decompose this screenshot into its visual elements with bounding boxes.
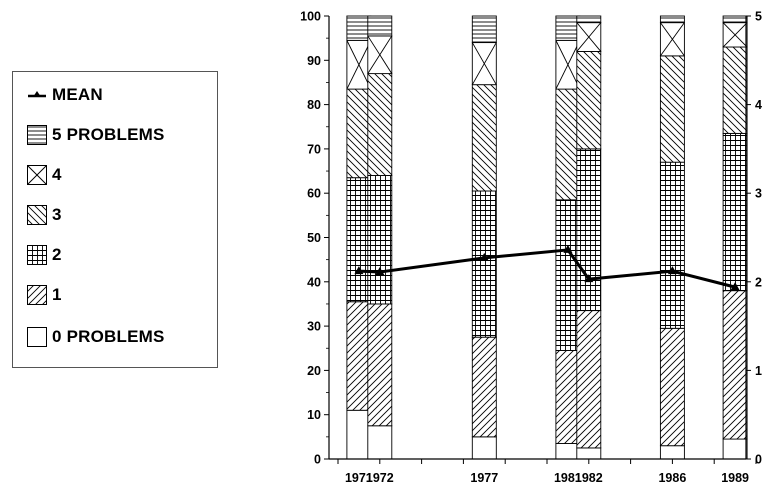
crosshatch-line bbox=[660, 22, 685, 57]
grid-pattern-icon bbox=[27, 245, 47, 265]
bar-segment-1982-1 bbox=[576, 310, 602, 449]
bar-segment-1986-2 bbox=[659, 161, 685, 329]
bar-segment-1977-0-problems bbox=[471, 436, 497, 460]
legend-label-5-problems: 5 PROBLEMS bbox=[52, 125, 165, 144]
bar-segment-1972-5-problems bbox=[367, 15, 393, 37]
y-tick-label-left: 0 bbox=[314, 453, 321, 467]
bar-segment-1986-1 bbox=[659, 327, 685, 447]
bar-segment-1977-1 bbox=[471, 336, 497, 438]
bar-segment-1986-3 bbox=[659, 55, 685, 163]
mean-point-1982 bbox=[584, 274, 594, 283]
y-tick-label-left: 100 bbox=[300, 10, 321, 24]
y-tick-label-right: 4 bbox=[755, 98, 762, 112]
crosshatch-line bbox=[367, 35, 393, 74]
bar-segment-1982-0-problems bbox=[576, 447, 602, 460]
y-tick-label-left: 40 bbox=[307, 275, 321, 289]
legend-item-0-problems: 0 PROBLEMS bbox=[27, 326, 165, 348]
bar-segment-1977-5-problems bbox=[471, 15, 497, 44]
horizontal-lines-pattern-icon bbox=[27, 125, 47, 145]
x-tick-label-1972: 1972 bbox=[366, 471, 394, 485]
y-tick-label-right: 5 bbox=[755, 10, 762, 24]
bar-segment-1981-3 bbox=[555, 88, 581, 201]
legend-label-0-problems: 0 PROBLEMS bbox=[52, 327, 165, 346]
chart-legend: MEAN 5 PROBLEMS 4 3 2 1 bbox=[12, 71, 218, 368]
bar-segment-1986-5-problems bbox=[659, 15, 685, 24]
legend-label-mean: MEAN bbox=[52, 85, 103, 104]
bar-segment-1977-2 bbox=[471, 190, 497, 338]
blank-pattern-icon bbox=[27, 327, 47, 347]
bar-segment-1982-3 bbox=[576, 50, 602, 150]
y-tick-label-left: 20 bbox=[307, 364, 321, 378]
y-tick-label-right: 0 bbox=[755, 453, 762, 467]
crosshatch-line bbox=[722, 22, 748, 48]
legend-label-4: 4 bbox=[52, 165, 62, 184]
bar-segment-1981-1 bbox=[555, 350, 581, 444]
bar-segment-1972-1 bbox=[367, 303, 393, 427]
bar-segment-1981-5-problems bbox=[555, 15, 581, 41]
bar-segment-1971-3 bbox=[346, 88, 372, 179]
bar-segment-1972-3 bbox=[367, 73, 393, 176]
bar-segment-1971-1 bbox=[346, 301, 372, 411]
x-tick-label-1977: 1977 bbox=[470, 471, 498, 485]
bar-segment-1972-2 bbox=[367, 175, 393, 305]
y-tick-label-left: 70 bbox=[307, 142, 321, 156]
legend-label-2: 2 bbox=[52, 245, 62, 264]
bar-segment-1989-5-problems bbox=[722, 15, 748, 24]
diagonal-down-pattern-icon bbox=[27, 205, 47, 225]
y-tick-label-right: 3 bbox=[755, 187, 762, 201]
mean-point-1989 bbox=[730, 282, 740, 291]
bar-segment-1981-2 bbox=[555, 199, 581, 351]
bar-segment-1971-5-problems bbox=[346, 15, 372, 41]
bar-segment-1977-3 bbox=[471, 84, 497, 192]
y-tick-label-right: 1 bbox=[755, 364, 762, 378]
bar-segment-1982-5-problems bbox=[576, 15, 602, 24]
legend-item-3: 3 bbox=[27, 204, 62, 226]
legend-item-4: 4 bbox=[27, 164, 62, 186]
y-tick-label-left: 60 bbox=[307, 187, 321, 201]
mean-series-layer bbox=[354, 244, 740, 291]
crosshatch-line bbox=[346, 40, 372, 90]
mean-point-1981 bbox=[563, 244, 573, 253]
crosshatch-line bbox=[555, 40, 581, 90]
mean-point-1972 bbox=[375, 267, 385, 276]
x-tick-label-1982: 1982 bbox=[575, 471, 603, 485]
bar-segment-1989-0-problems bbox=[722, 438, 748, 460]
x-tick-label-1981: 1981 bbox=[554, 471, 582, 485]
crosshatch-box-pattern-icon bbox=[27, 165, 47, 185]
y-tick-label-left: 30 bbox=[307, 320, 321, 334]
x-tick-label-1989: 1989 bbox=[721, 471, 749, 485]
legend-label-1: 1 bbox=[52, 285, 62, 304]
crosshatch-line bbox=[471, 42, 497, 85]
legend-item-mean: MEAN bbox=[27, 84, 103, 106]
legend-item-5-problems: 5 PROBLEMS bbox=[27, 124, 165, 146]
bar-segment-1981-0-problems bbox=[555, 443, 581, 460]
bar-segment-1982-2 bbox=[576, 148, 602, 312]
diagonal-up-pattern-icon bbox=[27, 285, 47, 305]
bar-segment-1989-3 bbox=[722, 46, 748, 134]
bar-segment-1972-0-problems bbox=[367, 425, 393, 460]
mean-point-1971 bbox=[354, 266, 364, 275]
mean-line-marker-icon bbox=[28, 91, 46, 98]
bars-layer bbox=[346, 15, 748, 460]
bar-segment-1989-2 bbox=[722, 132, 748, 292]
crosshatch-line bbox=[576, 22, 602, 52]
mean-point-1986 bbox=[667, 266, 677, 275]
legend-item-2: 2 bbox=[27, 244, 62, 266]
x-tick-label-1986: 1986 bbox=[658, 471, 686, 485]
legend-label-3: 3 bbox=[52, 205, 62, 224]
bar-segment-1986-0-problems bbox=[659, 445, 685, 460]
x-tick-label-1971: 1971 bbox=[345, 471, 373, 485]
mean-point-1977 bbox=[479, 252, 489, 261]
y-tick-label-left: 10 bbox=[307, 408, 321, 422]
y-tick-label-left: 90 bbox=[307, 54, 321, 68]
y-tick-label-left: 50 bbox=[307, 231, 321, 245]
legend-item-1: 1 bbox=[27, 284, 62, 306]
y-tick-label-right: 2 bbox=[755, 275, 762, 289]
y-tick-label-left: 80 bbox=[307, 98, 321, 112]
bar-segment-1971-2 bbox=[346, 177, 372, 303]
bar-segment-1971-0-problems bbox=[346, 409, 372, 460]
bar-segment-1989-1 bbox=[722, 290, 748, 440]
